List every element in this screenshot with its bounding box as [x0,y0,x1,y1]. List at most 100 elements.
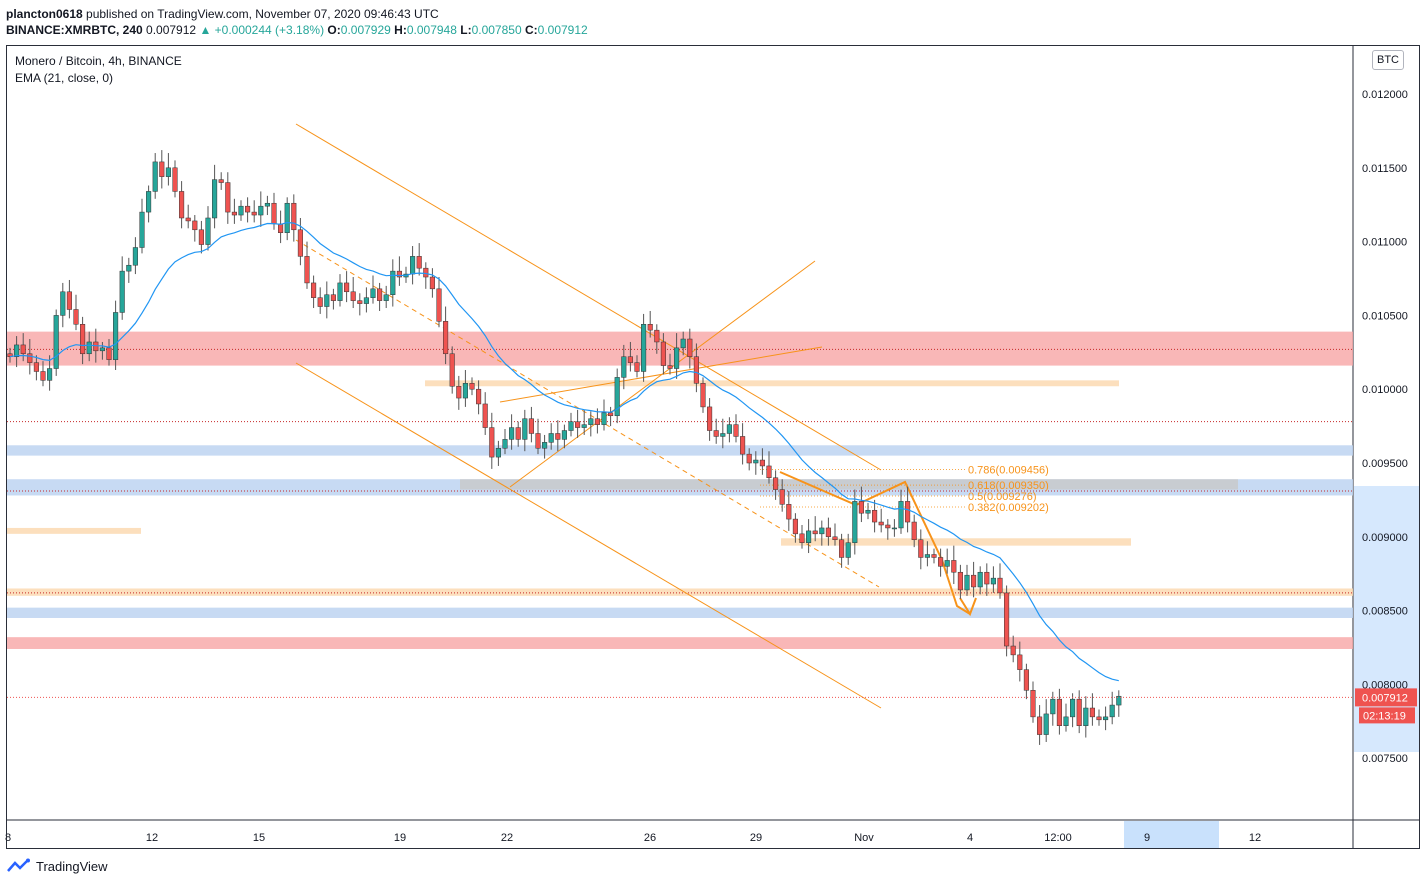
projection-arrow [959,597,977,617]
candle-down [423,267,429,278]
candle-up [165,167,171,177]
candle-down [700,383,706,408]
candle-down [594,418,600,425]
candle-up [898,501,904,529]
low-label: L: [460,23,472,37]
candle-up [139,211,145,248]
candle-down [971,574,977,588]
footer-brand[interactable]: TradingView [6,858,108,874]
candle-down [1089,707,1095,718]
candle-down [357,300,363,304]
candle-down [297,229,303,257]
candle-down [179,191,185,219]
candle-down [634,362,640,372]
candle-up [621,356,627,378]
candle-down [1010,645,1016,656]
candle-up [1070,698,1076,718]
candle-down [66,291,72,310]
zone-zone [7,588,1353,596]
candle-up [990,577,996,585]
candle-up [944,560,950,567]
candle-up [363,297,369,304]
open-label: O: [327,23,341,37]
time-tick-label: 8 [5,832,11,844]
fib-level-label: 0.618(0.009350) [968,480,1049,492]
candle-down [535,433,541,449]
candle-up [977,571,983,588]
price-tick-label: 0.010000 [1362,384,1408,396]
candle-down [344,282,350,293]
candle-down [832,536,838,541]
countdown-badge [1359,707,1415,724]
candle-up [324,294,330,307]
candle-down [489,427,495,458]
time-tick-label: 9 [1144,832,1150,844]
symbol-label: BINANCE:XMRBTC, 240 [6,23,143,37]
candle-up [924,554,930,558]
candle-down [1017,654,1023,670]
candle-down [1037,716,1043,735]
candle-down [773,477,779,490]
candle-up [852,501,858,543]
time-tick-label: 4 [967,832,973,844]
price-tick-label: 0.007500 [1362,753,1408,765]
author-name[interactable]: plancton0618 [6,7,83,21]
price-tick-label: 0.010500 [1362,310,1408,322]
candle-down [872,509,878,523]
candle-down [311,282,317,298]
candle-up [614,377,620,417]
candle-down [931,554,937,558]
candle-up [601,412,607,425]
candle-up [284,202,290,233]
zone-zone [7,527,141,534]
candle-down [106,347,112,360]
candle-down [878,521,884,526]
candle-up [753,459,759,464]
candle-up [132,247,138,266]
candle-down [858,501,864,514]
candle-down [812,530,818,535]
candle-down [786,504,792,520]
candle-down [825,527,831,538]
last-price-badge [1355,688,1417,707]
candle-down [713,430,719,437]
price-change: ▲ +0.000244 (+3.18%) [199,23,325,37]
candle-down [291,202,297,231]
candle-down [515,427,521,440]
projection-path [779,471,971,615]
candle-down [482,403,488,428]
candle-down [779,489,785,505]
candle-up [845,542,851,558]
candle-up [865,509,871,514]
candle-up [47,368,53,381]
zone-resistance [7,331,1353,366]
candle-down [1056,698,1062,726]
currency-badge[interactable]: BTC [1372,50,1404,70]
candle-down [667,365,673,369]
candle-up [152,161,158,192]
candle-up [337,282,343,301]
candle-up [726,424,732,434]
candle-up [1063,716,1069,726]
countdown-badge-label: 02:13:19 [1363,710,1406,722]
candle-down [429,276,435,290]
candle-up [238,205,244,216]
candle-down [660,341,666,366]
time-tick-label: 12 [146,832,158,844]
last-price-badge-label: 0.007912 [1362,692,1408,704]
published-line: plancton0618 published on TradingView.co… [6,6,588,22]
zone-resistance [7,637,1353,649]
footer-brand-label: TradingView [36,858,108,874]
published-text: published on TradingView.com, November 0… [82,7,439,21]
tradingview-logo-icon [7,858,30,872]
candle-down [627,356,633,363]
candle-down [159,161,165,177]
time-range-highlight [1124,821,1219,848]
candle-down [231,211,237,216]
candle-down [172,167,178,192]
candle-down [951,560,957,573]
candle-down [707,406,713,431]
ema-indicator-label[interactable]: EMA (21, close, 0) [15,71,114,85]
candle-up [264,202,270,207]
